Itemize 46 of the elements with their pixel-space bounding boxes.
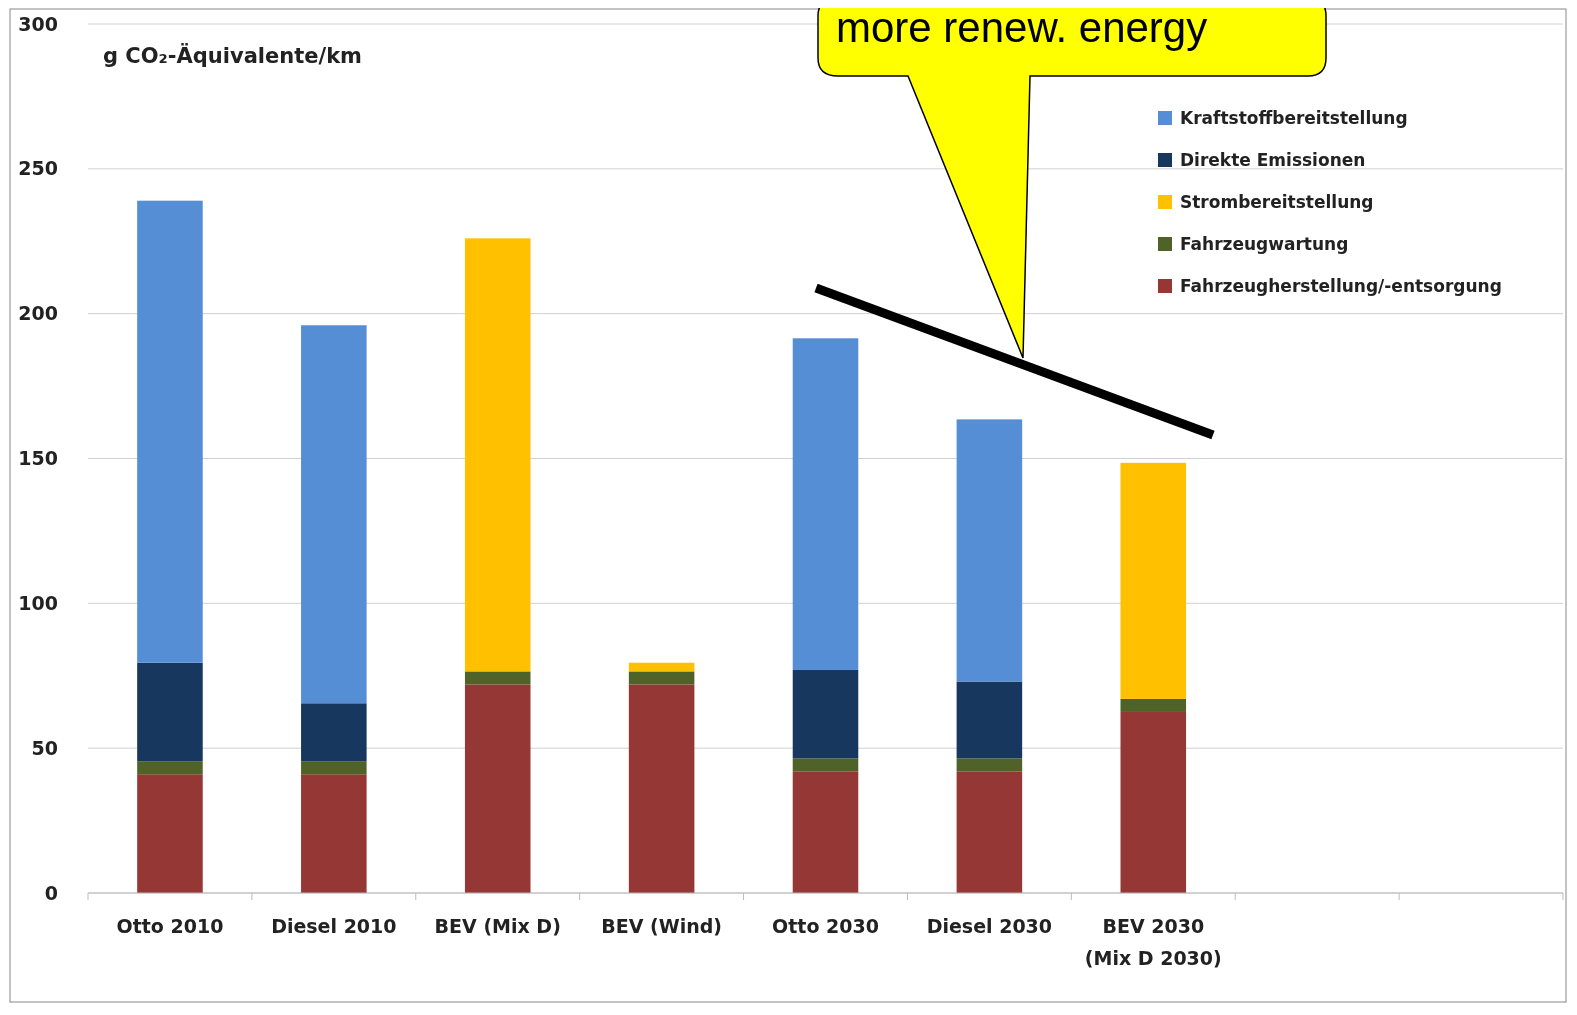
bar [464,671,531,685]
bar [792,669,859,759]
bar [137,200,203,663]
x-tick-label: BEV (Mix D) [434,915,561,937]
y-tick-label: 100 [18,591,58,614]
x-tick-label: Otto 2030 [772,915,879,937]
bar [301,703,367,762]
bar [792,771,859,893]
bar [956,758,1023,772]
bar [1120,698,1187,712]
bar [1120,462,1187,699]
bar [792,338,859,670]
y-tick-label: 150 [18,447,58,470]
bar [137,662,203,762]
bar [956,419,1023,682]
legend-label: Direkte Emissionen [1180,149,1366,170]
annotation: more renew. energy [836,4,1208,51]
y-tick-label: 0 [44,881,58,904]
legend-label: Kraftstoffbereitstellung [1180,107,1408,128]
x-tick-label: Otto 2010 [116,915,224,937]
bar [301,325,367,704]
bar [628,684,695,893]
legend-label: Fahrzeugwartung [1180,233,1349,254]
bar [464,684,531,893]
bar [1120,711,1187,893]
legend-label: Fahrzeugherstellung/-entsorgung [1180,275,1502,296]
bar [301,761,367,775]
y-tick-label: 50 [31,736,58,759]
x-tick-label: Diesel 2030 [926,915,1053,937]
x-tick-label: BEV 2030 (Mix D 2030) [1084,915,1222,969]
y-axis-title: g CO₂-Äquivalente/km [103,43,363,68]
bar [956,771,1023,893]
x-tick-label: Diesel 2010 [271,915,397,937]
legend-label: Strombereitstellung [1180,191,1374,212]
y-tick-label: 300 [18,12,58,35]
y-tick-label: 250 [18,157,58,180]
bar [137,761,203,775]
bar [956,681,1023,759]
bar [628,662,695,672]
bar [137,774,203,893]
x-tick-label: BEV (Wind) [601,915,722,937]
bar [628,671,695,685]
bar [301,774,367,893]
bar [464,238,531,672]
y-tick-label: 200 [18,302,58,325]
bar [792,758,859,772]
